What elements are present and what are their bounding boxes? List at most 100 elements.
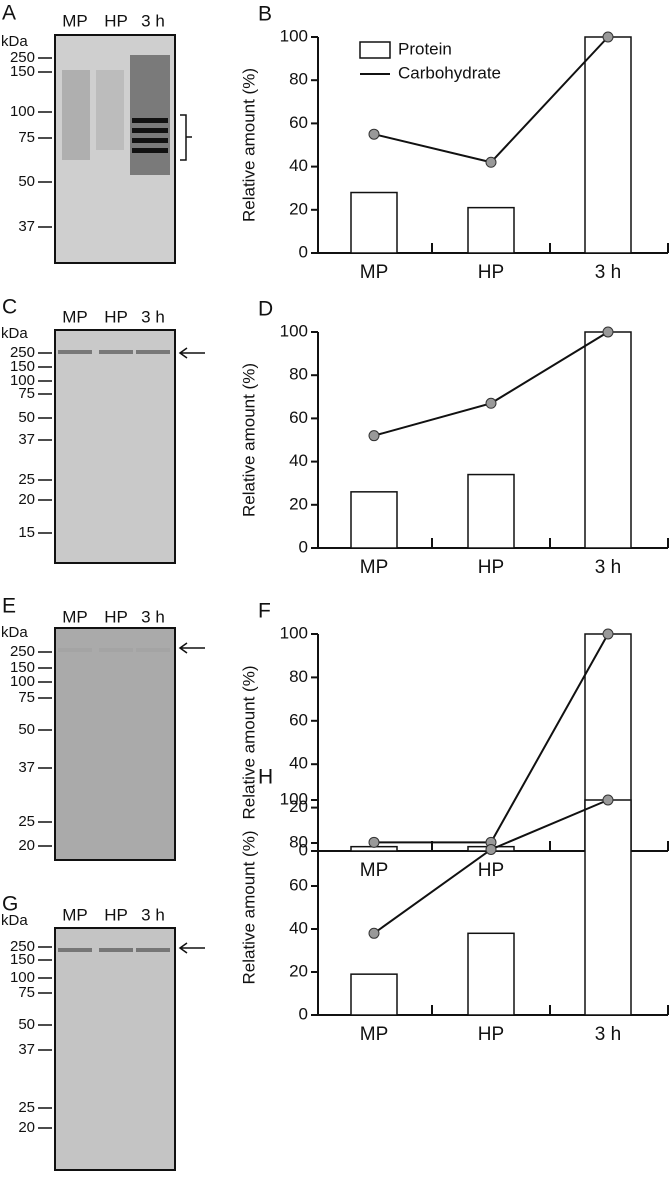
lane-label: 3 h [141, 11, 165, 30]
y-tick-label: 60 [289, 875, 308, 894]
band [136, 948, 170, 952]
x-tick-label: HP [478, 557, 504, 578]
band [132, 118, 168, 123]
y-tick-label: 40 [289, 451, 308, 470]
band [99, 648, 133, 652]
unit-label: kDa [1, 624, 28, 641]
y-tick-label: 40 [289, 918, 308, 937]
y-tick-label: 80 [289, 70, 308, 89]
point [485, 156, 497, 168]
marker-label: 37 [18, 431, 35, 448]
band [132, 138, 168, 143]
marker-label: 25 [18, 813, 35, 830]
marker-label: 100 [10, 372, 35, 389]
legend-label: Carbohydrate [398, 63, 501, 82]
x-tick-label: 3 h [595, 1024, 621, 1045]
panel-label: A [2, 2, 16, 25]
point [368, 927, 380, 939]
panel-label: C [2, 296, 17, 319]
bar [584, 799, 632, 1016]
y-axis-label: Relative amount (%) [239, 665, 258, 819]
marker-label: 50 [18, 409, 35, 426]
band [132, 148, 168, 153]
point [602, 628, 614, 640]
y-tick-label: 60 [289, 710, 308, 729]
y-tick-label: 100 [280, 321, 308, 340]
panel-label: F [258, 600, 271, 623]
marker-label: 250 [10, 344, 35, 361]
legend-swatch [359, 41, 391, 59]
y-axis-label: Relative amount (%) [239, 68, 258, 222]
band [99, 948, 133, 952]
lane-label: 3 h [141, 307, 165, 326]
bar [350, 973, 398, 1016]
panel-label: B [258, 3, 272, 26]
lane-label: MP [62, 307, 88, 326]
lane-label: MP [62, 905, 88, 924]
bar [350, 191, 398, 254]
smear [62, 70, 90, 160]
unit-label: kDa [1, 912, 28, 929]
marker-label: 150 [10, 358, 35, 375]
smear [96, 70, 124, 150]
y-tick-label: 100 [280, 789, 308, 808]
band [58, 648, 92, 652]
marker-label: 150 [10, 63, 35, 80]
line [374, 633, 609, 844]
lane-label: MP [62, 607, 88, 626]
lane-label: 3 h [141, 905, 165, 924]
x-tick-label: MP [360, 1024, 389, 1045]
marker-label: 37 [18, 1041, 35, 1058]
band [136, 648, 170, 652]
x-tick-label: 3 h [595, 557, 621, 578]
panel-label: G [2, 893, 18, 916]
y-tick-label: 20 [289, 494, 308, 513]
marker-label: 75 [18, 689, 35, 706]
x-tick-label: HP [478, 1024, 504, 1045]
point [602, 326, 614, 338]
marker-label: 75 [18, 385, 35, 402]
gel [54, 627, 176, 861]
line [373, 331, 609, 437]
y-tick-label: 100 [280, 623, 308, 642]
x-tick-label: MP [360, 557, 389, 578]
gel [54, 329, 176, 564]
band [136, 350, 170, 354]
arrow [178, 942, 205, 954]
lane-label: HP [104, 11, 128, 30]
marker-label: 50 [18, 1016, 35, 1033]
bar [467, 932, 515, 1016]
lane-label: HP [104, 905, 128, 924]
marker-label: 37 [18, 218, 35, 235]
marker-label: 75 [18, 129, 35, 146]
y-axis-label: Relative amount (%) [239, 830, 258, 984]
marker-label: 100 [10, 969, 35, 986]
y-tick-label: 80 [289, 365, 308, 384]
legend-label: Protein [398, 39, 452, 58]
y-tick-label: 100 [280, 26, 308, 45]
y-axis-label: Relative amount (%) [239, 363, 258, 517]
marker-label: 250 [10, 49, 35, 66]
bar [584, 36, 632, 254]
marker-label: 100 [10, 673, 35, 690]
band [58, 350, 92, 354]
marker-label: 15 [18, 524, 35, 541]
arrow [178, 642, 205, 654]
marker-label: 250 [10, 938, 35, 955]
unit-label: kDa [1, 325, 28, 342]
bar [584, 331, 632, 549]
y-tick-label: 20 [289, 199, 308, 218]
band [99, 350, 133, 354]
point [485, 843, 497, 855]
gel [54, 927, 176, 1171]
lane-label: HP [104, 307, 128, 326]
y-tick-label: 80 [289, 667, 308, 686]
y-tick-label: 40 [289, 156, 308, 175]
panel-label: E [2, 595, 16, 618]
point [368, 430, 380, 442]
point [485, 397, 497, 409]
y-tick-label: 20 [289, 797, 308, 816]
marker-label: 150 [10, 951, 35, 968]
point [368, 836, 380, 848]
marker-label: 50 [18, 721, 35, 738]
